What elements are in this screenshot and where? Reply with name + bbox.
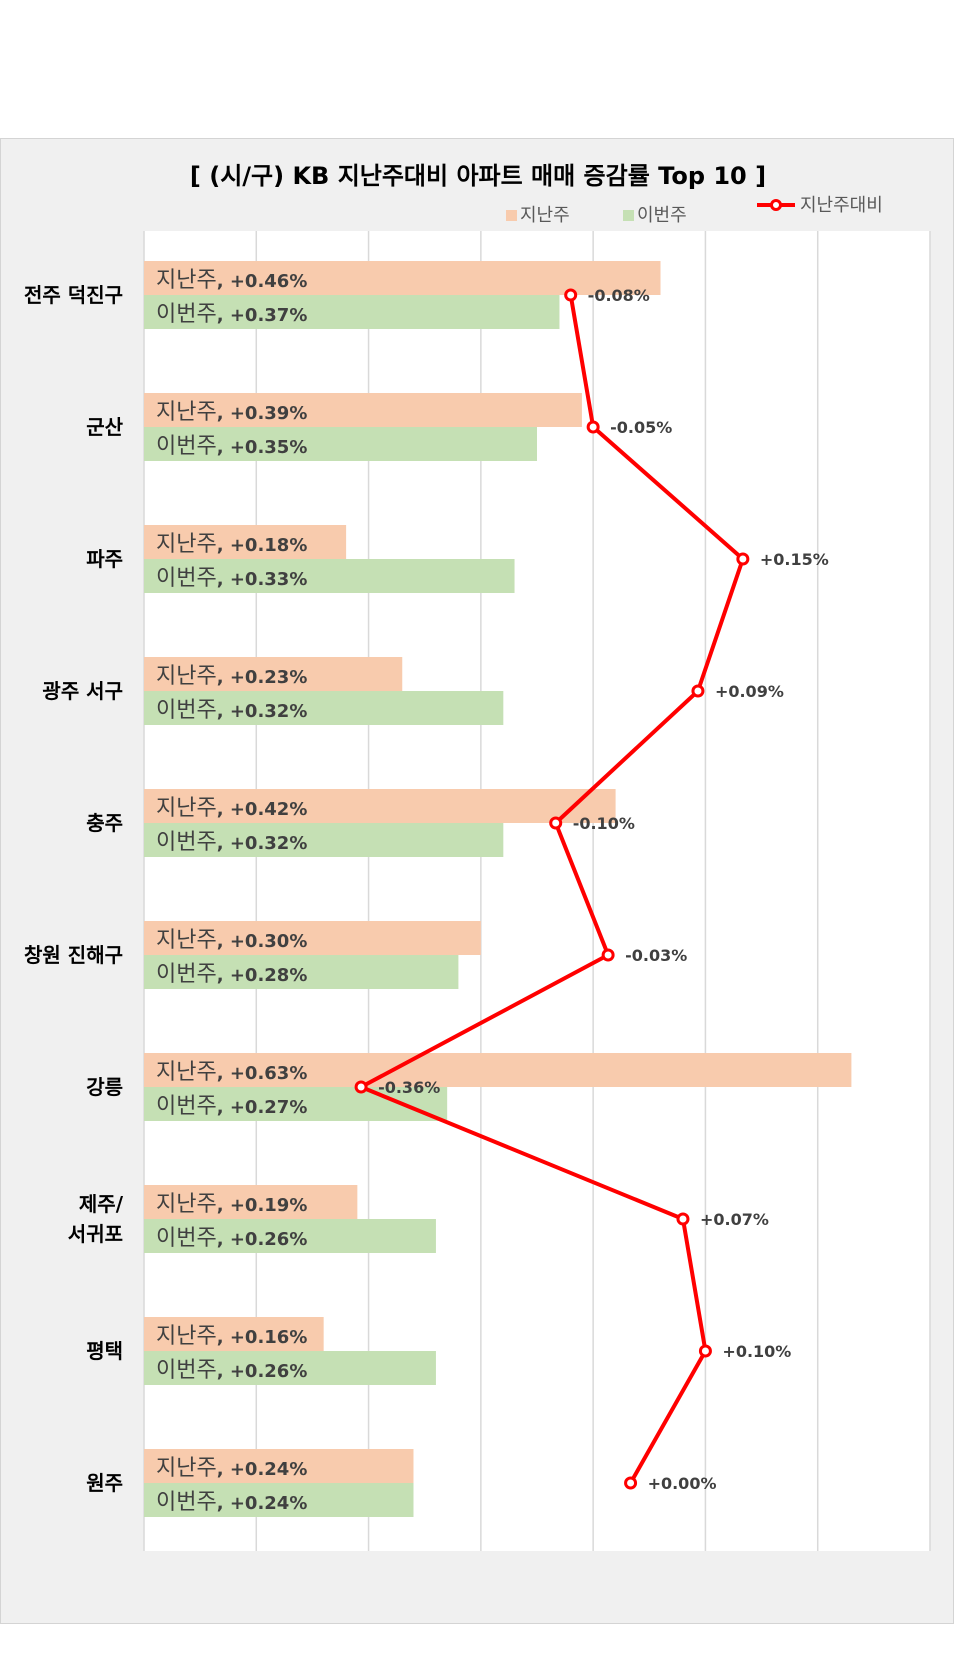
bar-data-label: 지난주, +0.30% bbox=[156, 928, 307, 953]
category-label: 서귀포 bbox=[68, 1222, 123, 1246]
legend-line-marker bbox=[770, 199, 782, 211]
chart-area: [ (시/구) KB 지난주대비 아파트 매매 증감률 Top 10 ] 지난주 이… bbox=[0, 138, 954, 1624]
line-data-label: -0.36% bbox=[378, 1078, 440, 1097]
line-data-label: +0.07% bbox=[700, 1210, 769, 1229]
bar-last-week bbox=[144, 789, 616, 823]
bar-data-label: 지난주, +0.16% bbox=[156, 1324, 307, 1349]
line-data-label: +0.00% bbox=[648, 1474, 717, 1493]
bar-data-label: 이번주, +0.24% bbox=[156, 1490, 307, 1515]
line-data-label: -0.10% bbox=[573, 814, 635, 833]
line-point bbox=[564, 288, 578, 302]
bar-this-week bbox=[144, 823, 504, 857]
line-data-label: +0.09% bbox=[715, 682, 784, 701]
bar-data-label: 지난주, +0.19% bbox=[156, 1192, 307, 1217]
bar-this-week bbox=[144, 295, 560, 329]
line-point bbox=[698, 1344, 712, 1358]
legend-swatch-0 bbox=[506, 210, 517, 221]
line-point bbox=[549, 816, 563, 830]
category-label: 광주 서구 bbox=[42, 679, 123, 703]
category-label: 원주 bbox=[86, 1471, 123, 1495]
line-point bbox=[601, 948, 615, 962]
line-point bbox=[624, 1476, 638, 1490]
line-data-label: -0.08% bbox=[588, 286, 650, 305]
bar-this-week bbox=[144, 1483, 414, 1517]
bar-last-week bbox=[144, 921, 481, 955]
bar-data-label: 이번주, +0.32% bbox=[156, 830, 307, 855]
bar-data-label: 이번주, +0.37% bbox=[156, 302, 307, 327]
bar-data-label: 지난주, +0.42% bbox=[156, 796, 307, 821]
category-label: 창원 진해구 bbox=[24, 943, 123, 967]
line-series bbox=[359, 294, 745, 1484]
bar-data-label: 지난주, +0.46% bbox=[156, 268, 307, 293]
bar-this-week bbox=[144, 1219, 436, 1253]
bar-data-label: 이번주, +0.28% bbox=[156, 962, 307, 987]
category-label: 충주 bbox=[86, 811, 123, 835]
legend-label-line: 지난주대비 bbox=[800, 195, 883, 216]
bar-this-week bbox=[144, 427, 537, 461]
line-point bbox=[736, 552, 750, 566]
bar-this-week bbox=[144, 1087, 448, 1121]
bar-data-label: 지난주, +0.23% bbox=[156, 664, 307, 689]
bar-this-week bbox=[144, 691, 504, 725]
bar-data-label: 이번주, +0.35% bbox=[156, 434, 307, 459]
bar-last-week bbox=[144, 393, 582, 427]
bar-data-label: 이번주, +0.26% bbox=[156, 1226, 307, 1251]
bar-last-week bbox=[144, 525, 347, 559]
bar-data-label: 이번주, +0.32% bbox=[156, 698, 307, 723]
bar-data-label: 이번주, +0.26% bbox=[156, 1358, 307, 1383]
bar-last-week bbox=[144, 657, 403, 691]
bar-data-label: 지난주, +0.39% bbox=[156, 400, 307, 425]
bar-last-week bbox=[144, 261, 661, 295]
line-data-label: +0.15% bbox=[760, 550, 829, 569]
line-point bbox=[354, 1080, 368, 1094]
category-label: 전주 덕진구 bbox=[24, 283, 123, 307]
bar-data-label: 지난주, +0.24% bbox=[156, 1456, 307, 1481]
line-point bbox=[676, 1212, 690, 1226]
bar-this-week bbox=[144, 559, 515, 593]
bar-data-label: 지난주, +0.18% bbox=[156, 532, 307, 557]
line-point bbox=[691, 684, 705, 698]
bar-last-week bbox=[144, 1053, 852, 1087]
legend-label-1: 이번주 bbox=[637, 205, 687, 226]
category-label: 평택 bbox=[86, 1339, 123, 1363]
bar-data-label: 이번주, +0.27% bbox=[156, 1094, 307, 1119]
chart-svg: [ (시/구) KB 지난주대비 아파트 매매 증감률 Top 10 ]지난주 이… bbox=[24, 162, 931, 1551]
category-label: 강릉 bbox=[86, 1075, 123, 1099]
category-label: 군산 bbox=[86, 415, 123, 439]
line-data-label: +0.10% bbox=[722, 1342, 791, 1361]
bar-data-label: 이번주, +0.33% bbox=[156, 566, 307, 591]
bar-last-week bbox=[144, 1185, 358, 1219]
line-data-label: -0.03% bbox=[625, 946, 687, 965]
legend-label-0: 지난주 bbox=[520, 205, 570, 226]
line-data-label: -0.05% bbox=[610, 418, 672, 437]
line-point bbox=[586, 420, 600, 434]
category-label: 파주 bbox=[86, 547, 123, 571]
bar-last-week bbox=[144, 1317, 324, 1351]
category-label: 제주/ bbox=[79, 1192, 124, 1216]
chart-title: [ (시/구) KB 지난주대비 아파트 매매 증감률 Top 10 ] bbox=[190, 162, 766, 190]
bar-last-week bbox=[144, 1449, 414, 1483]
bar-this-week bbox=[144, 955, 459, 989]
bar-this-week bbox=[144, 1351, 436, 1385]
bar-data-label: 지난주, +0.63% bbox=[156, 1060, 307, 1085]
legend-swatch-1 bbox=[623, 210, 634, 221]
